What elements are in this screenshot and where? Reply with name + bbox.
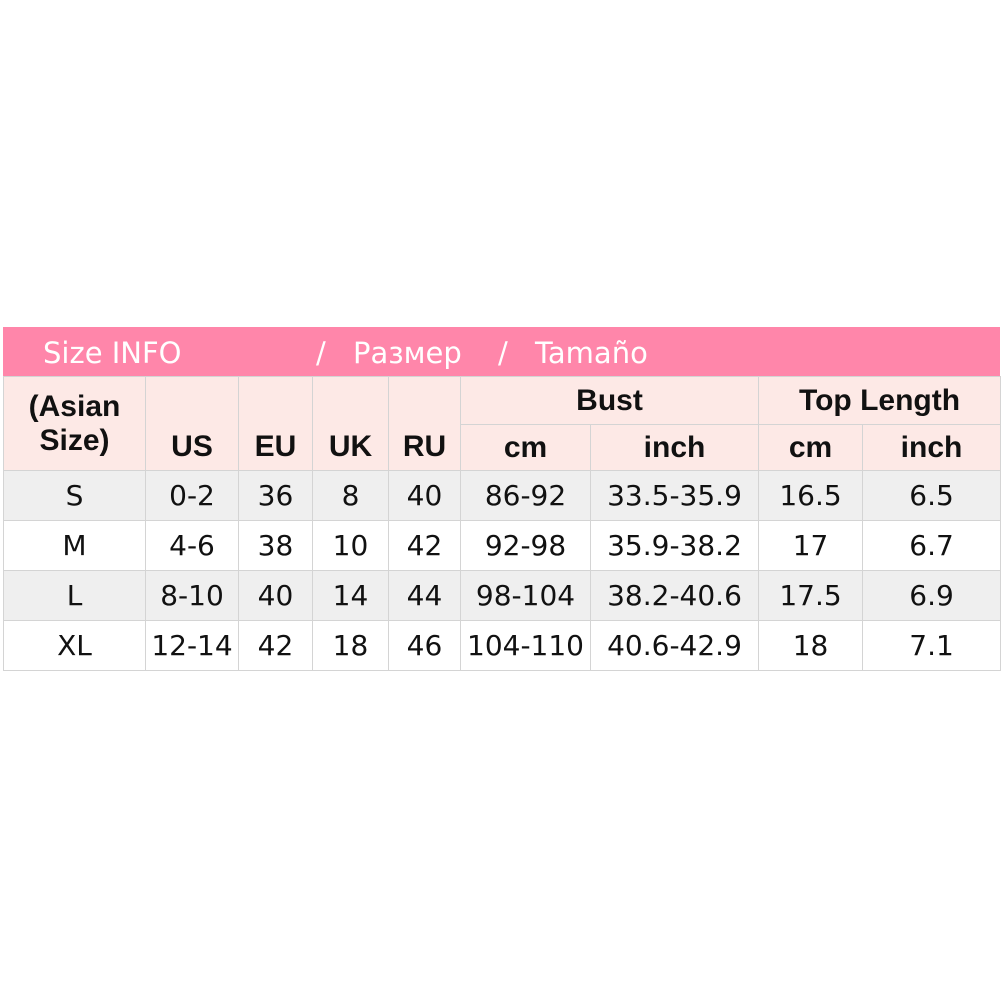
table-cell: 10 [312,520,389,571]
table-cell: L [3,570,146,621]
header-length-inch: inch [862,424,1002,471]
table-cell: 18 [758,620,864,671]
table-cell: 46 [388,620,461,671]
table-cell: 4-6 [145,520,239,571]
header-bust-cm: cm [460,424,591,471]
header-asian-size: (Asian Size) [3,376,146,471]
table-cell: 8-10 [145,570,239,621]
table-cell: 40.6-42.9 [589,620,760,671]
header-bust: Bust [459,376,760,425]
table-cell: 6.9 [862,570,1002,621]
table-cell: 40 [388,470,461,521]
title-sep: / [316,336,326,370]
table-cell: 6.7 [862,520,1002,571]
table-row: S 0-2 36 8 40 86-92 33.5-35.9 16.5 6.5 [3,470,1002,521]
table-cell: 36 [238,470,313,521]
table-cell: 44 [388,570,461,621]
table-cell: 18 [312,620,389,671]
title-ru: Размер [353,336,462,370]
table-cell: 35.9-38.2 [589,520,760,571]
table-cell: S [3,470,146,521]
header-us: US [145,376,239,471]
table-row: XL 12-14 42 18 46 104-110 40.6-42.9 18 7.1 [3,620,1002,671]
table-row: L 8-10 40 14 44 98-104 38.2-40.6 17.5 6.9 [3,570,1002,621]
title-es: Tamaño [535,336,648,370]
size-table: (Asian Size) US EU UK RU Bust Top Length … [3,376,1002,671]
table-cell: 42 [388,520,461,571]
table-cell: 98-104 [460,570,591,621]
header-bust-inch: inch [589,424,760,471]
table-cell: 17 [758,520,864,571]
table-cell: 38 [238,520,313,571]
table-cell: 6.5 [862,470,1002,521]
table-cell: 92-98 [460,520,591,571]
table-cell: 7.1 [862,620,1002,671]
size-chart: Size INFO / Размер / Tamaño (Asian Size) … [3,327,1002,671]
table-cell: 14 [312,570,389,621]
header-length-cm: cm [758,424,864,471]
header-ru: RU [388,376,461,471]
header-uk: UK [312,376,389,471]
table-cell: XL [3,620,146,671]
table-cell: 0-2 [145,470,239,521]
title-en: Size INFO [43,336,182,370]
table-cell: 33.5-35.9 [589,470,760,521]
header-eu: EU [238,376,313,471]
size-chart-title: Size INFO / Размер / Tamaño [3,327,1000,376]
table-row: M 4-6 38 10 42 92-98 35.9-38.2 17 6.7 [3,520,1002,571]
table-cell: 16.5 [758,470,864,521]
table-cell: 12-14 [145,620,239,671]
table-cell: 40 [238,570,313,621]
table-cell: 42 [238,620,313,671]
header-top-length: Top Length [758,376,1002,425]
table-cell: 38.2-40.6 [589,570,760,621]
title-sep: / [498,336,508,370]
table-cell: 104-110 [460,620,591,671]
table-cell: 17.5 [758,570,864,621]
table-cell: 8 [312,470,389,521]
table-cell: M [3,520,146,571]
table-cell: 86-92 [460,470,591,521]
